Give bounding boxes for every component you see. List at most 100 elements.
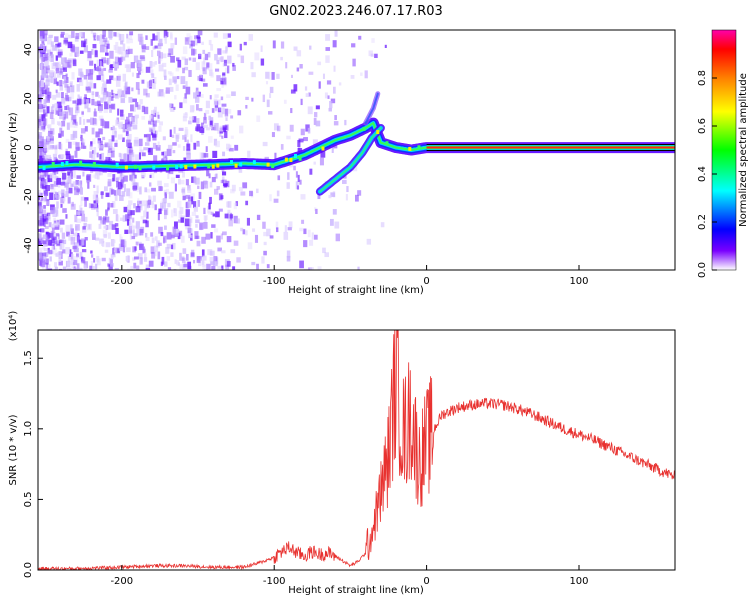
spectrogram-noise-cell bbox=[185, 86, 191, 95]
spectrogram-noise-cell bbox=[91, 154, 96, 161]
spectrogram-noise-cell bbox=[59, 219, 65, 225]
spectrogram-noise-cell bbox=[203, 116, 207, 124]
snr-x-axis-label: Height of straight line (km) bbox=[288, 585, 424, 596]
spectrogram-noise-cell bbox=[40, 79, 45, 88]
spectrogram-noise-cell bbox=[220, 195, 224, 200]
spectrogram-noise-cell bbox=[74, 150, 78, 158]
spectrogram-noise-cell bbox=[53, 212, 57, 217]
spectrogram-noise-cell bbox=[209, 256, 214, 262]
spectrogram-noise-cell bbox=[135, 82, 140, 90]
spectrogram-noise-cell bbox=[103, 109, 108, 113]
spectrogram-noise-cell bbox=[181, 235, 185, 243]
spectrogram-noise-cell bbox=[203, 57, 206, 65]
spectrogram-noise-cell bbox=[224, 130, 228, 139]
spectrogram-noise-cell bbox=[135, 117, 138, 125]
spectrogram-noise-cell bbox=[217, 265, 221, 270]
spectrogram-noise-cell bbox=[48, 34, 53, 38]
spectrogram-noise-cell bbox=[149, 60, 153, 69]
spectrogram-noise-cell bbox=[223, 59, 227, 66]
spectrogram-noise-cell bbox=[344, 119, 347, 126]
spectrogram-noise-cell bbox=[122, 124, 126, 133]
spectrogram-noise-cell bbox=[126, 33, 129, 39]
spectrogram-noise-cell bbox=[58, 268, 63, 270]
spectrogram-noise-cell bbox=[38, 132, 43, 136]
spectrogram-noise-cell bbox=[103, 38, 107, 43]
spectrogram-noise-cell bbox=[40, 259, 46, 268]
spectrogram-noise-cell bbox=[96, 59, 99, 67]
spectrogram-noise-cell bbox=[239, 43, 242, 51]
spectrogram-noise-cell bbox=[308, 71, 314, 75]
spectrogram-noise-cell bbox=[232, 266, 236, 270]
spectrogram-noise-cell bbox=[185, 194, 191, 199]
spectrogram-noise-cell bbox=[39, 252, 43, 261]
spectrogram-noise-cell bbox=[240, 55, 245, 64]
spectrogram-noise-cell bbox=[148, 127, 154, 133]
spectrogram-noise-cell bbox=[177, 144, 181, 148]
snr-y-multiplier: (x10⁴) bbox=[8, 311, 19, 342]
colorbar: 0.00.20.40.60.8 Normalized spectral ampl… bbox=[697, 29, 749, 278]
spectrogram-noise-cell bbox=[94, 173, 99, 179]
spectrogram-noise-cell bbox=[137, 198, 140, 205]
spectrogram-noise-cell bbox=[43, 205, 46, 209]
spectrogram-noise-cell bbox=[101, 74, 105, 82]
spectrogram-noise-cell bbox=[116, 187, 121, 196]
spectrogram-noise-cell bbox=[137, 88, 140, 95]
spectrogram-noise-cell bbox=[96, 35, 100, 41]
spectrogram-noise-cell bbox=[150, 246, 155, 254]
spectrogram-noise-cell bbox=[91, 231, 96, 238]
spectrogram-noise-cell bbox=[233, 202, 237, 210]
spectrogram-noise-cell bbox=[90, 117, 94, 125]
spectrogram-noise-cell bbox=[227, 55, 232, 64]
spectrogram-noise-cell bbox=[62, 266, 67, 270]
spectrogram-noise-cell bbox=[58, 49, 63, 55]
spectrogram-noise-cell bbox=[162, 201, 166, 209]
spectrogram-noise-cell bbox=[202, 83, 208, 87]
spectrogram-noise-cell bbox=[50, 76, 53, 83]
spectrogram-noise-cell bbox=[59, 111, 64, 120]
spectrogram-noise-cell bbox=[163, 207, 169, 216]
spectrogram-noise-cell bbox=[128, 113, 133, 118]
spectrogram-noise-cell bbox=[80, 187, 83, 195]
spectrogram-noise-cell bbox=[71, 31, 75, 38]
spectrogram-noise-cell bbox=[213, 98, 218, 106]
spectrogram-noise-cell bbox=[227, 65, 230, 74]
spectrogram-noise-cell bbox=[112, 239, 116, 244]
spectrogram-noise-cell bbox=[202, 255, 207, 261]
spectrogram-noise-cell bbox=[169, 106, 173, 111]
spectrogram-noise-cell bbox=[91, 91, 95, 96]
spectrogram-noise-cell bbox=[76, 188, 81, 192]
spectrogram-ridge-speckle bbox=[298, 156, 302, 161]
spectrogram-noise-cell bbox=[126, 247, 131, 253]
spectrogram-noise-cell bbox=[43, 141, 48, 146]
spectrogram-noise-cell bbox=[97, 66, 102, 72]
spectrogram-noise-cell bbox=[225, 46, 228, 54]
spectrogram-noise-cell bbox=[133, 55, 139, 63]
spectrogram-noise-cell bbox=[141, 105, 145, 113]
spectrogram-noise-cell bbox=[83, 97, 88, 105]
spectrogram-noise-cell bbox=[211, 224, 216, 228]
spectrogram-noise-cell bbox=[209, 125, 213, 130]
spectrogram-noise-cell bbox=[299, 227, 303, 232]
spectrogram-noise-cell bbox=[46, 217, 49, 225]
spectrogram-noise-cell bbox=[352, 164, 358, 172]
spectrogram-noise-cell bbox=[230, 115, 234, 119]
spectrogram-noise-cell bbox=[203, 207, 206, 215]
spectrogram-noise-cell bbox=[222, 74, 225, 82]
spectrogram-ridge-speckle bbox=[289, 158, 293, 163]
spectrogram-noise-cell bbox=[116, 75, 121, 81]
spectrogram-noise-cell bbox=[221, 250, 226, 254]
spectrogram-noise-cell bbox=[66, 59, 72, 68]
spectrogram-noise-cell bbox=[146, 211, 149, 219]
spectrogram-noise-cell bbox=[54, 192, 59, 197]
spectrogram-noise-cell bbox=[262, 141, 268, 147]
spectrogram-noise-cell bbox=[233, 240, 239, 246]
spectrogram-noise-cell bbox=[211, 176, 216, 183]
spectrogram-noise-cell bbox=[51, 223, 54, 229]
spectrogram-noise-cell bbox=[38, 104, 43, 110]
spectrogram-noise-cell bbox=[129, 233, 132, 240]
spectrogram-noise-cell bbox=[151, 130, 157, 138]
spectrogram-noise-cell bbox=[123, 183, 126, 192]
spectrogram-noise-cell bbox=[109, 263, 114, 267]
spectrogram-noise-cell bbox=[80, 136, 83, 142]
